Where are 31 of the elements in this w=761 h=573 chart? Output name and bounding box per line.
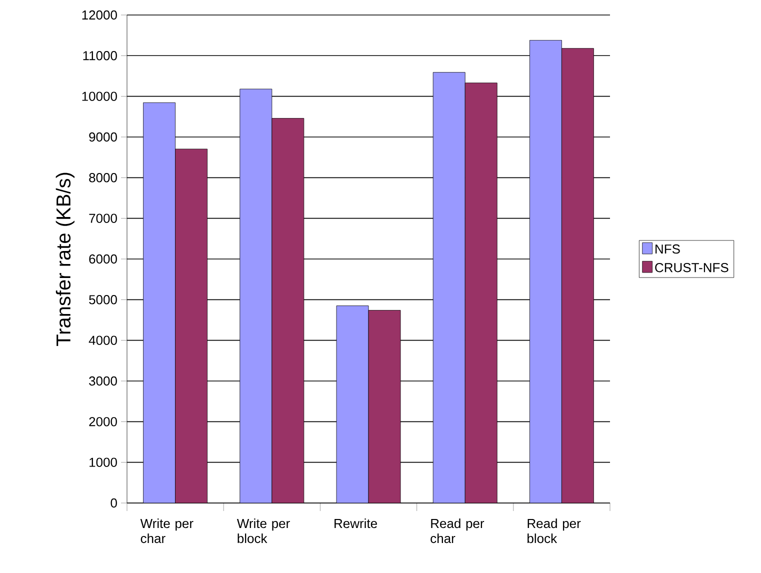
y-tick-label: 1000 [90,458,117,467]
y-tick-label: 3000 [89,376,117,386]
y-tick-label: 6000 [89,254,117,264]
legend-label: CRUST-NFS [655,262,728,272]
y-tick-label: 0 [110,498,117,508]
x-tick-label: Write per char [140,518,194,544]
y-tick-label: 4000 [88,336,117,345]
bar [272,118,304,503]
y-tick-label: 5000 [89,295,117,304]
y-axis-title: Transfer rate (KB/s) [56,172,74,346]
y-tick-label: 8000 [89,173,117,182]
x-tick-label: Rewrite [334,518,377,528]
y-tick-label: 12000 [82,10,117,20]
bar [562,48,594,503]
bar [368,310,401,503]
bar [336,306,369,503]
y-tick-label: 10000 [82,92,117,101]
bar [143,102,176,503]
bar [240,89,272,503]
bar [175,148,208,503]
bar [433,72,466,503]
y-tick-label: 9000 [89,132,117,142]
y-tick-label: 11000 [83,51,117,60]
y-tick-label: 2000 [89,417,117,426]
x-tick-label: Read per block [528,518,581,544]
y-tick-label: 7000 [89,214,117,223]
bar [530,40,562,503]
x-tick-label: Read per char [430,518,484,544]
legend-label: NFS [656,244,680,254]
x-tick-label: Write per block [236,518,290,544]
bar [465,82,498,503]
